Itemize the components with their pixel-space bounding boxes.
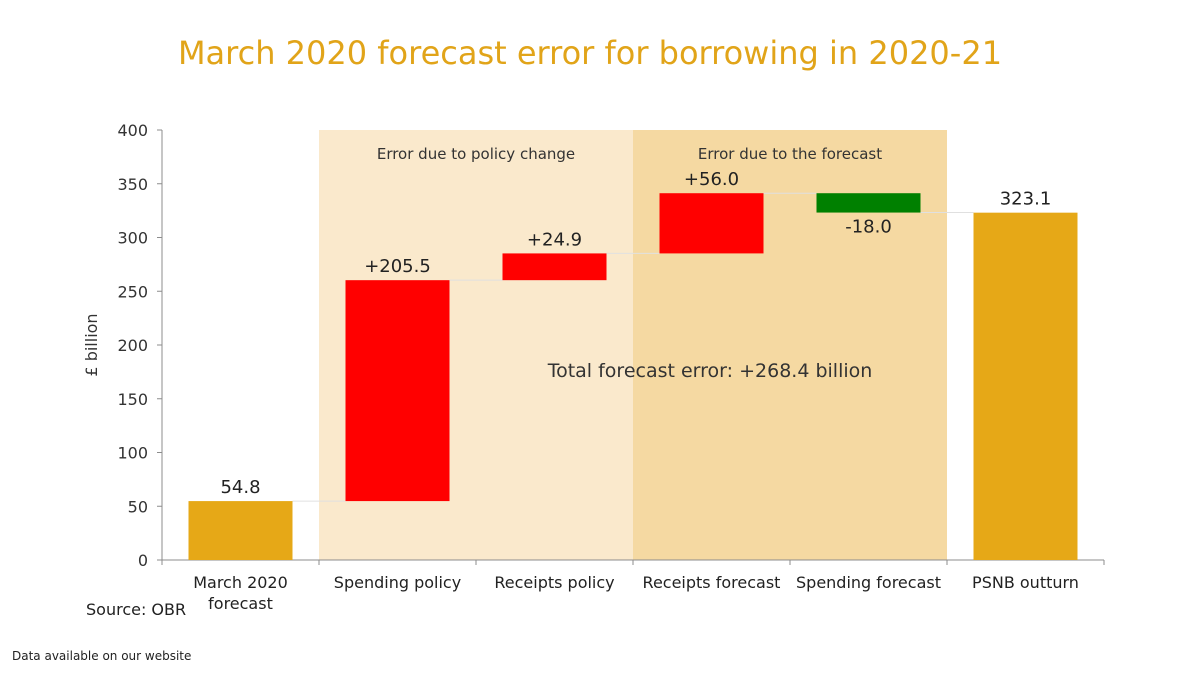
labels-layer: March 2020 forecast Spending policy Receipt… [193, 169, 1079, 613]
bar-6 [973, 212, 1078, 561]
y-tick-label: 0 [138, 551, 148, 570]
y-tick-label: 150 [117, 390, 148, 409]
category-label: Spending policy [334, 573, 461, 592]
band-label-2: Error due to the forecast [698, 145, 882, 163]
bar-1 [188, 501, 293, 560]
data-label-6: 323.1 [1000, 189, 1052, 210]
data-label-5: -18.0 [845, 217, 892, 238]
category-label: PSNB outturn [972, 573, 1079, 592]
band-label-1: Error due to policy change [377, 145, 575, 163]
connector-layer [292, 192, 974, 502]
category-label: Receipts policy [494, 573, 614, 592]
bar-2 [345, 280, 450, 502]
y-tick-label: 100 [117, 444, 148, 463]
bars-layer [188, 193, 1078, 561]
y-tick-label: 350 [117, 175, 148, 194]
data-footnote: Data available on our website [12, 649, 192, 663]
total-error-annotation: Total forecast error: +268.4 billion [547, 360, 873, 382]
y-axis-label: £ billion [82, 313, 101, 376]
y-tick-label: 300 [117, 229, 148, 248]
bar-5 [816, 193, 921, 213]
y-tick-label: 200 [117, 336, 148, 355]
bar-3 [502, 253, 607, 281]
y-tick-label: 250 [117, 282, 148, 301]
y-tick-label: 50 [128, 497, 148, 516]
y-tick-label: 400 [117, 121, 148, 140]
category-label: forecast [208, 594, 273, 613]
data-label-3: +24.9 [527, 229, 582, 250]
category-label: March 2020 [193, 573, 288, 592]
axis-layer: 0 50 100 150 200 250 300 350 400 £ billion [82, 121, 1105, 570]
data-label-1: 54.8 [220, 477, 260, 498]
category-label: Receipts forecast [643, 573, 781, 592]
data-label-2: +205.5 [364, 256, 431, 277]
source-note: Source: OBR [86, 600, 187, 619]
chart-title: March 2020 forecast error for borrowing … [177, 34, 1003, 72]
data-label-4: +56.0 [684, 169, 739, 190]
category-label: Spending forecast [796, 573, 941, 592]
bar-4 [659, 193, 764, 254]
